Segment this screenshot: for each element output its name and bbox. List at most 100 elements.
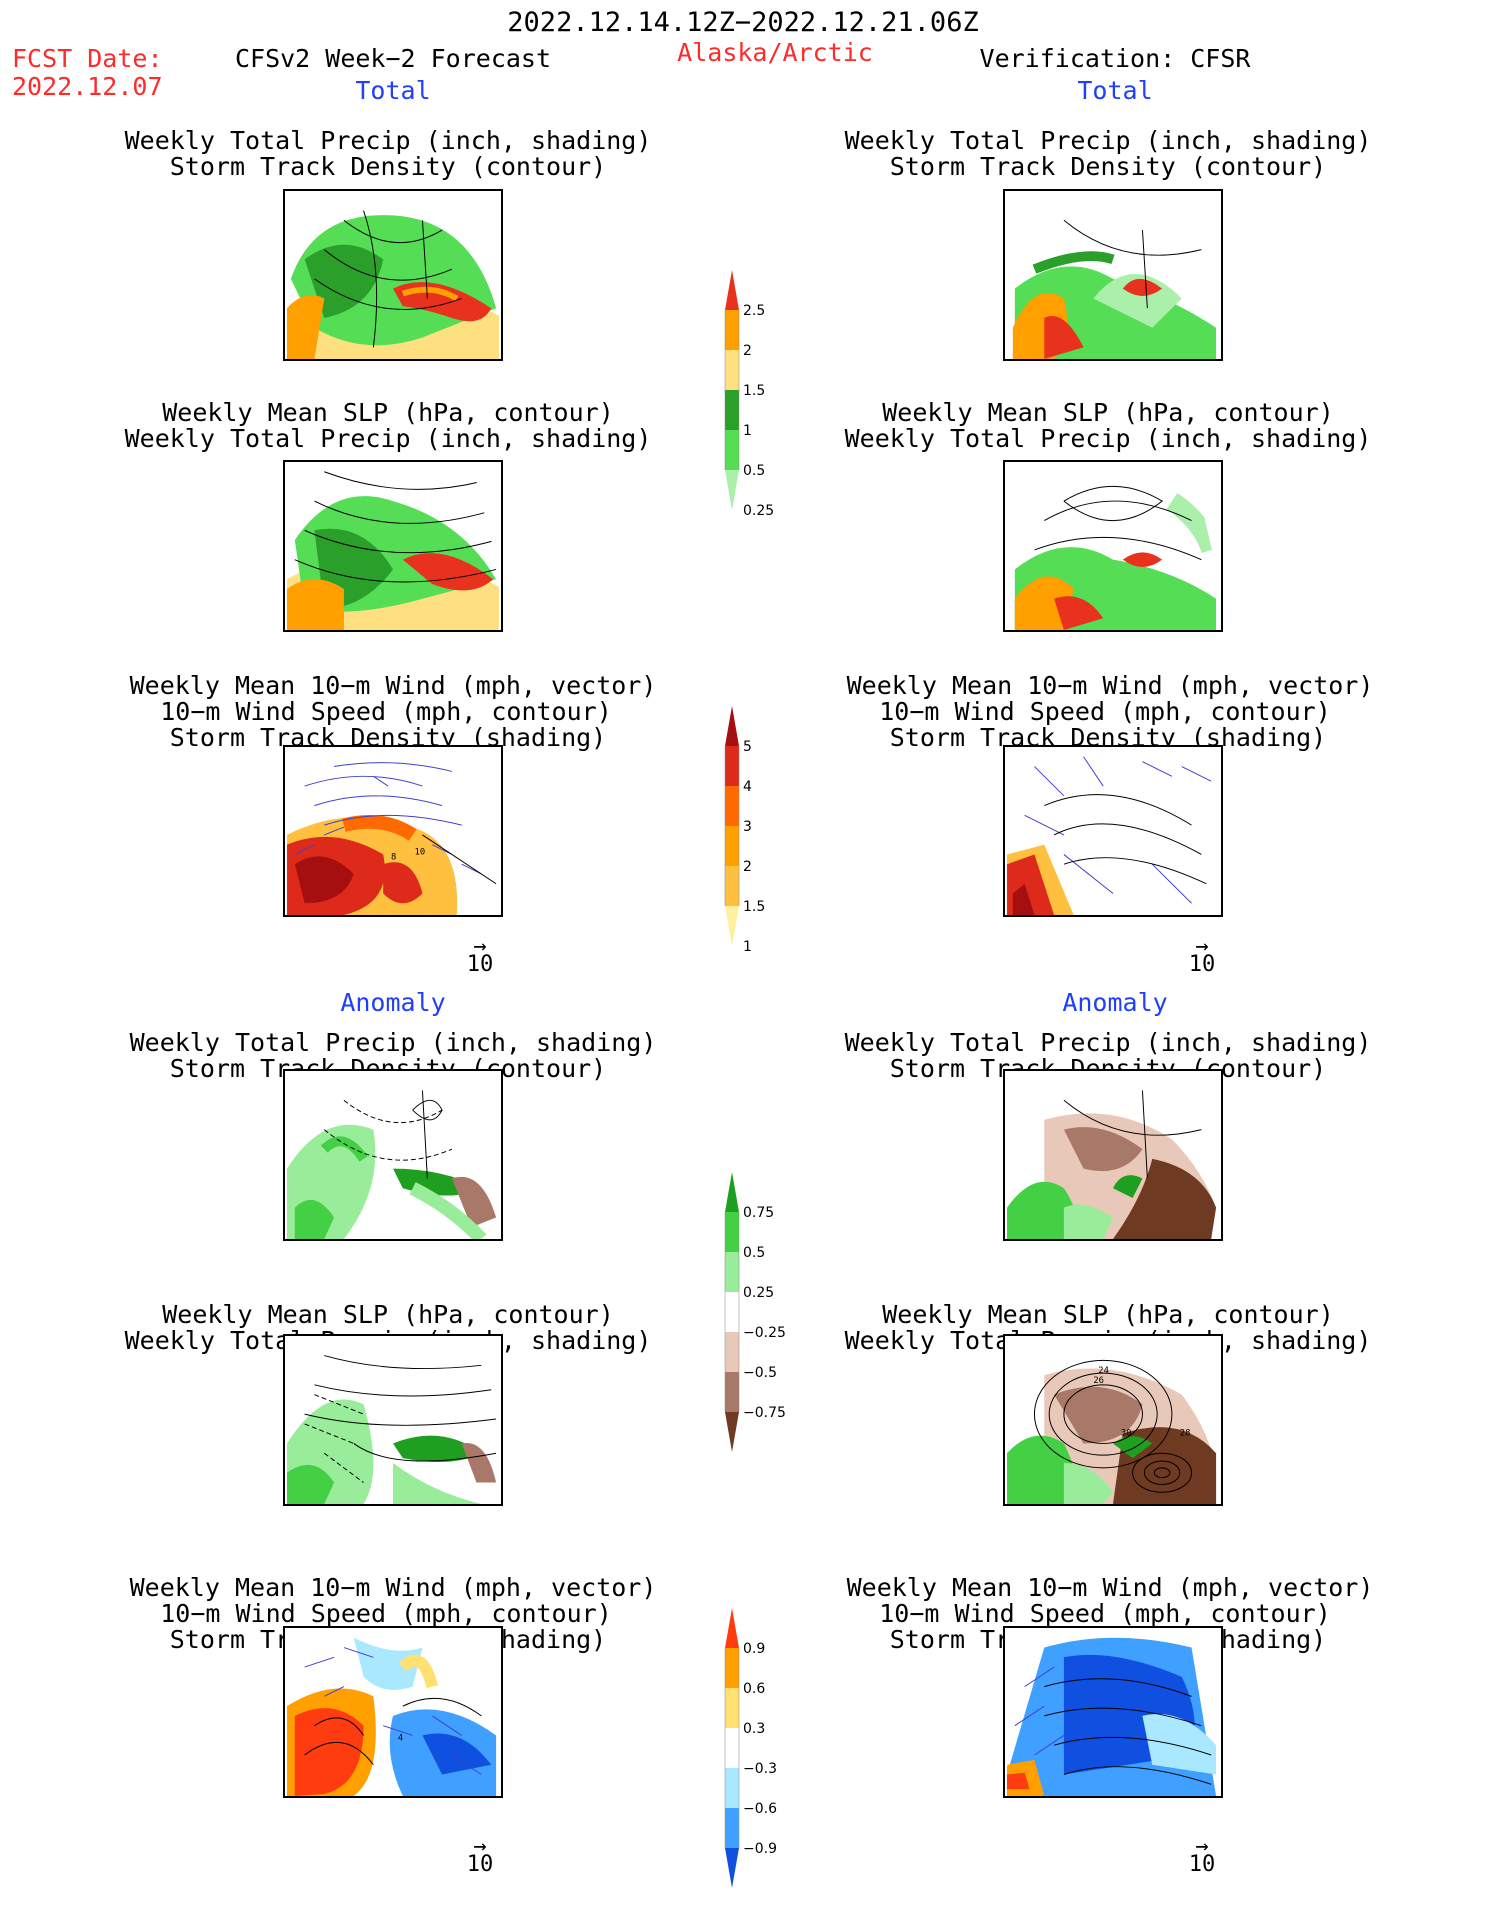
title-r3-right-2: 10−m Wind Speed (mph, contour) (879, 697, 1331, 726)
forecast-period: 2022.12.14.12Z−2022.12.21.06Z (507, 7, 979, 38)
colorbar-svg: 0.9 0.6 0.3 −0.3 −0.6 −0.9 (724, 1608, 777, 1888)
colorbar-total-storm-density: 5 4 3 2 1.5 1 (724, 706, 805, 955)
arrow-right-icon: → (1195, 934, 1209, 959)
vector-ref-r3-right: → 10 (1177, 934, 1227, 976)
colorbar-tick-label: 0.5 (743, 463, 765, 479)
colorbar-segment (725, 310, 739, 350)
colorbar-tick-label: 1.5 (743, 899, 765, 915)
vector-ref-r6-left: → 10 (455, 1834, 505, 1876)
title-r1-right-1: Weekly Total Precip (inch, shading) (844, 126, 1372, 155)
map-slp-precip-verification (1003, 460, 1223, 632)
colorbar-segment (725, 1608, 739, 1648)
colorbar-svg: 2.5 2 1.5 1 0.5 0.25 (724, 270, 774, 519)
title-r3-right-1: Weekly Mean 10−m Wind (mph, vector) (846, 671, 1374, 700)
colorbar-segment (725, 906, 739, 946)
region-title: Alaska/Arctic (677, 38, 873, 67)
colorbar-tick-label: 0.6 (743, 1681, 765, 1697)
map-total-precip-storm-verification (1003, 189, 1223, 361)
colorbar-tick-label: 2.5 (743, 303, 765, 319)
colorbar-tick-label: −0.75 (743, 1405, 786, 1421)
title-r6-right-2: 10−m Wind Speed (mph, contour) (879, 1599, 1331, 1628)
colorbar-segment (725, 1332, 739, 1372)
wind-anom-label-4: 4 (398, 1733, 403, 1743)
vector-ref-r3-left: → 10 (455, 934, 505, 976)
title-r5-left-1: Weekly Mean SLP (hPa, contour) (162, 1300, 614, 1329)
colorbar-tick-label: 5 (743, 739, 752, 755)
title-r3-left-2: 10−m Wind Speed (mph, contour) (160, 697, 612, 726)
slp-label-28: 28 (1180, 1429, 1191, 1439)
colorbar-tick-label: 1 (743, 423, 752, 439)
slp-label-26: 26 (1093, 1376, 1104, 1386)
colorbar-segment (725, 1292, 739, 1332)
title-r4-left-1: Weekly Total Precip (inch, shading) (129, 1028, 657, 1057)
title-r6-left-1: Weekly Mean 10−m Wind (mph, vector) (129, 1573, 657, 1602)
title-r6-left-2: 10−m Wind Speed (mph, contour) (160, 1599, 612, 1628)
verification-title: Verification: CFSR (979, 44, 1251, 73)
map-slp-precip-forecast (283, 460, 503, 632)
map-anom-wind-storm-verification (1003, 1626, 1223, 1798)
colorbar-segment (725, 1648, 739, 1688)
colorbar-tick-label: −0.3 (743, 1761, 777, 1777)
colorbar-segment (725, 1768, 739, 1808)
colorbar-anom-precip: 0.75 0.5 0.25 −0.25 −0.5 −0.75 (724, 1172, 805, 1460)
colorbar-tick-label: 3 (743, 819, 752, 835)
colorbar-tick-label: −0.5 (743, 1365, 777, 1381)
title-r1-left-1: Weekly Total Precip (inch, shading) (124, 126, 652, 155)
map-anom-wind-storm-forecast: 4 (283, 1626, 503, 1798)
map-total-precip-storm-forecast (283, 189, 503, 361)
colorbar-tick-label: 2 (743, 343, 752, 359)
wind-label-10: 10 (415, 847, 426, 857)
colorbar-segment (725, 1412, 739, 1452)
model-title: CFSv2 Week−2 Forecast (234, 44, 552, 73)
colorbar-tick-label: −0.6 (743, 1801, 777, 1817)
colorbar-segment (725, 1848, 739, 1888)
colorbar-tick-label: 0.9 (743, 1641, 765, 1657)
colorbar-segment (725, 706, 739, 746)
arrow-right-icon: → (473, 1834, 487, 1859)
section-anomaly-right: Anomaly (1062, 988, 1168, 1017)
arrow-right-icon: → (1195, 1834, 1209, 1859)
colorbar-segment (725, 1808, 739, 1848)
colorbar-anom-storm-density: 0.9 0.6 0.3 −0.3 −0.6 −0.9 (724, 1608, 805, 1896)
colorbar-tick-label: 0.5 (743, 1245, 765, 1261)
fcst-date-label: FCST Date: (12, 44, 163, 73)
colorbar-tick-label: 1 (743, 939, 752, 955)
colorbar-tick-label: 0.25 (743, 503, 774, 519)
section-anomaly-left: Anomaly (340, 988, 446, 1017)
colorbar-tick-label: −0.25 (743, 1325, 786, 1341)
colorbar-segment (725, 866, 739, 906)
colorbar-segment (725, 826, 739, 866)
colorbar-segment (725, 430, 739, 470)
colorbar-segment (725, 270, 739, 310)
title-r3-left-1: Weekly Mean 10−m Wind (mph, vector) (129, 671, 657, 700)
title-r2-left-2: Weekly Total Precip (inch, shading) (124, 424, 652, 453)
colorbar-total-precip: 2.5 2 1.5 1 0.5 0.25 (724, 270, 805, 519)
colorbar-segment (725, 350, 739, 390)
colorbar-tick-label: 0.3 (743, 1721, 765, 1737)
colorbar-segment (725, 746, 739, 786)
map-anom-precip-storm-forecast (283, 1069, 503, 1241)
arrow-right-icon: → (473, 934, 487, 959)
map-wind-storm-forecast: 8 10 (283, 745, 503, 917)
colorbar-segment (725, 1728, 739, 1768)
map-anom-precip-storm-verification (1003, 1069, 1223, 1241)
title-r1-right-2: Storm Track Density (contour) (889, 152, 1327, 181)
section-total-right: Total (1077, 76, 1153, 105)
title-r2-right-2: Weekly Total Precip (inch, shading) (844, 424, 1372, 453)
vector-ref-r6-right: → 10 (1177, 1834, 1227, 1876)
colorbar-tick-label: 0.25 (743, 1285, 774, 1301)
colorbar-tick-label: 1.5 (743, 383, 765, 399)
colorbar-segment (725, 1688, 739, 1728)
colorbar-svg: 5 4 3 2 1.5 1 (724, 706, 765, 955)
colorbar-segment (725, 1372, 739, 1412)
fcst-date-value: 2022.12.07 (12, 72, 163, 101)
colorbar-tick-label: −0.9 (743, 1841, 777, 1857)
title-r2-left-1: Weekly Mean SLP (hPa, contour) (162, 398, 614, 427)
colorbar-segment (725, 470, 739, 510)
colorbar-segment (725, 1212, 739, 1252)
map-anom-slp-precip-verification: 24 26 30 28 (1003, 1334, 1223, 1506)
slp-label-30: 30 (1121, 1429, 1132, 1439)
map-wind-storm-verification (1003, 745, 1223, 917)
colorbar-segment (725, 1252, 739, 1292)
colorbar-segment (725, 1172, 739, 1212)
